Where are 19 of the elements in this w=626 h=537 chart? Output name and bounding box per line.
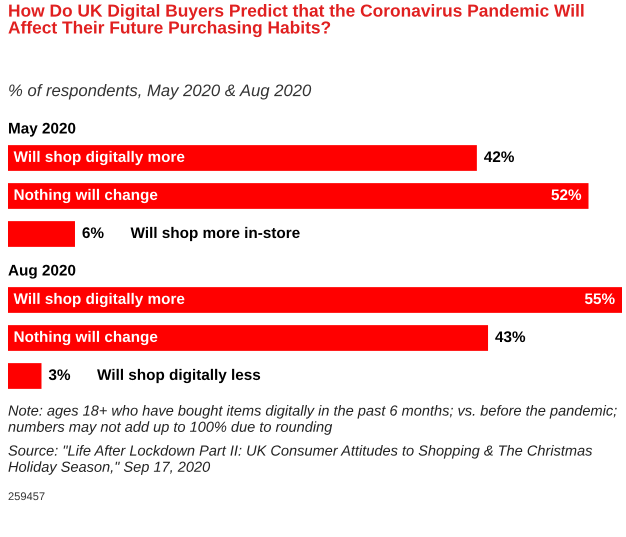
chart-title: May 2020	[9, 122, 76, 137]
data-label: 6%	[82, 227, 104, 238]
y-tick-label: Nothing will change	[14, 188, 158, 204]
y-tick-label: Will shop more in-store	[130, 226, 300, 242]
y-tick-label: Will shop digitally more	[14, 150, 184, 166]
text: Note: ages 18+ who have bought items digitally in the past 6 months; vs. before the pandemic; numbers may not add up to 100% due to rounding	[8, 405, 617, 435]
data-label: 42%	[484, 151, 514, 162]
y-tick-label: Will shop digitally more	[14, 292, 184, 308]
data-label: 52%	[551, 189, 582, 200]
y-tick-label: Nothing will change	[14, 330, 158, 346]
chart-title: Aug 2020	[8, 264, 76, 279]
text: % of respondents, May 2020 & Aug 2020	[9, 84, 312, 100]
source-note: Source: "Life After Lockdown Part II: UK Consumer Attitudes to Shopping & The Christmas Holiday Season," Sep 17, 2020	[8, 445, 592, 475]
data-label: 3%	[48, 369, 70, 380]
data-label: 43%	[495, 331, 526, 342]
data-label: 55%	[584, 293, 615, 304]
text: 259457	[8, 492, 45, 500]
y-tick-label: Will shop digitally less	[97, 368, 260, 384]
text: How Do UK Digital Buyers Predict that the Coronavirus Pandemic Will Affect Their Future Purchasing Habits?	[8, 4, 584, 38]
